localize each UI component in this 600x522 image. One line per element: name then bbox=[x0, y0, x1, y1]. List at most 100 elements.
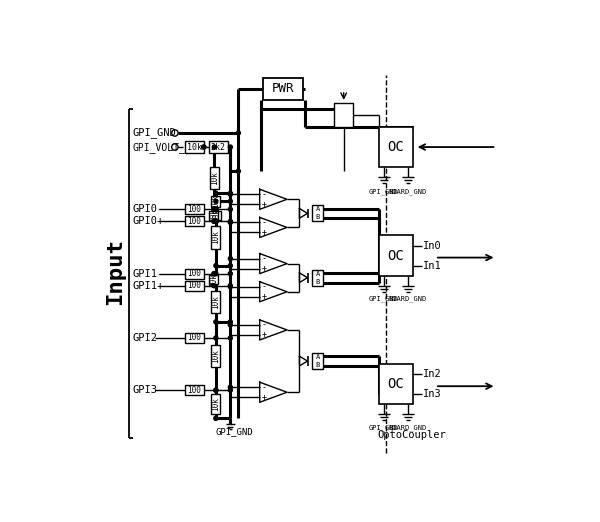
Circle shape bbox=[214, 207, 218, 211]
FancyBboxPatch shape bbox=[185, 217, 204, 227]
Circle shape bbox=[229, 192, 232, 196]
Text: OC: OC bbox=[388, 140, 404, 154]
Text: GPI1-: GPI1- bbox=[133, 269, 164, 279]
Circle shape bbox=[229, 145, 232, 149]
Text: 10k: 10k bbox=[211, 349, 220, 363]
Text: OC: OC bbox=[388, 377, 404, 391]
Circle shape bbox=[212, 271, 216, 276]
Circle shape bbox=[229, 264, 232, 268]
Circle shape bbox=[214, 219, 218, 223]
Text: B: B bbox=[316, 279, 320, 284]
Circle shape bbox=[214, 388, 218, 392]
Circle shape bbox=[229, 320, 232, 324]
FancyBboxPatch shape bbox=[312, 205, 323, 221]
Text: 10k: 10k bbox=[211, 194, 220, 208]
FancyBboxPatch shape bbox=[209, 141, 228, 152]
Circle shape bbox=[229, 199, 232, 203]
Text: GPI_GND: GPI_GND bbox=[369, 296, 399, 302]
Circle shape bbox=[229, 219, 232, 223]
Text: 100: 100 bbox=[187, 269, 201, 278]
Text: 100: 100 bbox=[187, 217, 201, 226]
FancyBboxPatch shape bbox=[211, 395, 220, 414]
FancyBboxPatch shape bbox=[185, 269, 204, 279]
Text: GPI_GND: GPI_GND bbox=[215, 427, 253, 436]
FancyBboxPatch shape bbox=[185, 204, 204, 215]
Circle shape bbox=[214, 271, 218, 276]
Circle shape bbox=[214, 199, 218, 203]
Text: -: - bbox=[262, 282, 266, 291]
Text: -: - bbox=[262, 321, 266, 329]
Text: 10k: 10k bbox=[210, 171, 219, 185]
Text: In0: In0 bbox=[423, 241, 442, 251]
Text: 100: 100 bbox=[187, 386, 201, 395]
Circle shape bbox=[236, 169, 241, 173]
Text: In3: In3 bbox=[423, 389, 442, 399]
Circle shape bbox=[229, 257, 232, 260]
FancyBboxPatch shape bbox=[312, 353, 323, 369]
Text: A: A bbox=[316, 271, 320, 277]
Text: GPI_GND: GPI_GND bbox=[133, 127, 176, 138]
Text: BOARD_GND: BOARD_GND bbox=[389, 424, 427, 431]
Text: +: + bbox=[262, 264, 266, 273]
Circle shape bbox=[202, 145, 206, 149]
Circle shape bbox=[229, 336, 232, 340]
Circle shape bbox=[229, 207, 232, 211]
Text: 10k: 10k bbox=[212, 208, 221, 222]
Text: -: - bbox=[262, 383, 266, 392]
Text: GPI_GND: GPI_GND bbox=[369, 424, 399, 431]
FancyBboxPatch shape bbox=[211, 196, 220, 207]
Text: BOARD_GND: BOARD_GND bbox=[389, 296, 427, 302]
FancyBboxPatch shape bbox=[209, 276, 218, 284]
Text: +: + bbox=[262, 228, 266, 237]
Text: OptoCoupler: OptoCoupler bbox=[377, 431, 446, 441]
FancyBboxPatch shape bbox=[211, 345, 220, 367]
Circle shape bbox=[214, 336, 218, 340]
Text: GPI0-: GPI0- bbox=[133, 204, 164, 215]
FancyBboxPatch shape bbox=[212, 211, 221, 220]
Circle shape bbox=[229, 388, 232, 392]
Text: 10k: 10k bbox=[211, 397, 220, 411]
Circle shape bbox=[214, 207, 218, 211]
FancyBboxPatch shape bbox=[379, 235, 413, 276]
Circle shape bbox=[229, 220, 232, 224]
Text: A: A bbox=[316, 354, 320, 360]
Text: GPI_VOLT_IN: GPI_VOLT_IN bbox=[133, 141, 197, 152]
Text: 100: 100 bbox=[187, 205, 201, 214]
Text: A: A bbox=[316, 206, 320, 212]
FancyBboxPatch shape bbox=[379, 364, 413, 404]
Circle shape bbox=[229, 191, 232, 195]
Text: OC: OC bbox=[388, 248, 404, 263]
FancyBboxPatch shape bbox=[185, 141, 204, 152]
FancyBboxPatch shape bbox=[312, 270, 323, 286]
FancyBboxPatch shape bbox=[211, 227, 220, 248]
FancyBboxPatch shape bbox=[210, 167, 218, 189]
FancyBboxPatch shape bbox=[185, 281, 204, 291]
Text: -: - bbox=[262, 218, 266, 227]
Circle shape bbox=[212, 207, 216, 211]
Text: Input: Input bbox=[106, 238, 125, 305]
Text: GPI0+: GPI0+ bbox=[133, 217, 164, 227]
FancyBboxPatch shape bbox=[211, 291, 220, 313]
FancyBboxPatch shape bbox=[209, 211, 218, 220]
Text: 100: 100 bbox=[187, 281, 201, 290]
Circle shape bbox=[229, 385, 232, 389]
Text: 2k2: 2k2 bbox=[211, 143, 226, 151]
Text: GPI3: GPI3 bbox=[133, 385, 158, 395]
Text: 100: 100 bbox=[187, 334, 201, 342]
Text: 10k: 10k bbox=[209, 273, 218, 287]
Text: GPI1+: GPI1+ bbox=[133, 281, 164, 291]
Text: 10k: 10k bbox=[187, 143, 202, 151]
FancyBboxPatch shape bbox=[263, 78, 304, 100]
Text: In2: In2 bbox=[423, 369, 442, 379]
Circle shape bbox=[212, 207, 216, 211]
Text: 10k: 10k bbox=[209, 208, 218, 222]
Circle shape bbox=[214, 417, 218, 420]
Text: +: + bbox=[262, 292, 266, 301]
FancyBboxPatch shape bbox=[185, 333, 204, 343]
Circle shape bbox=[229, 284, 232, 288]
Text: 10k: 10k bbox=[211, 231, 220, 244]
Text: -: - bbox=[262, 254, 266, 263]
Text: In1: In1 bbox=[423, 260, 442, 270]
Text: +: + bbox=[262, 330, 266, 339]
Circle shape bbox=[214, 320, 218, 324]
